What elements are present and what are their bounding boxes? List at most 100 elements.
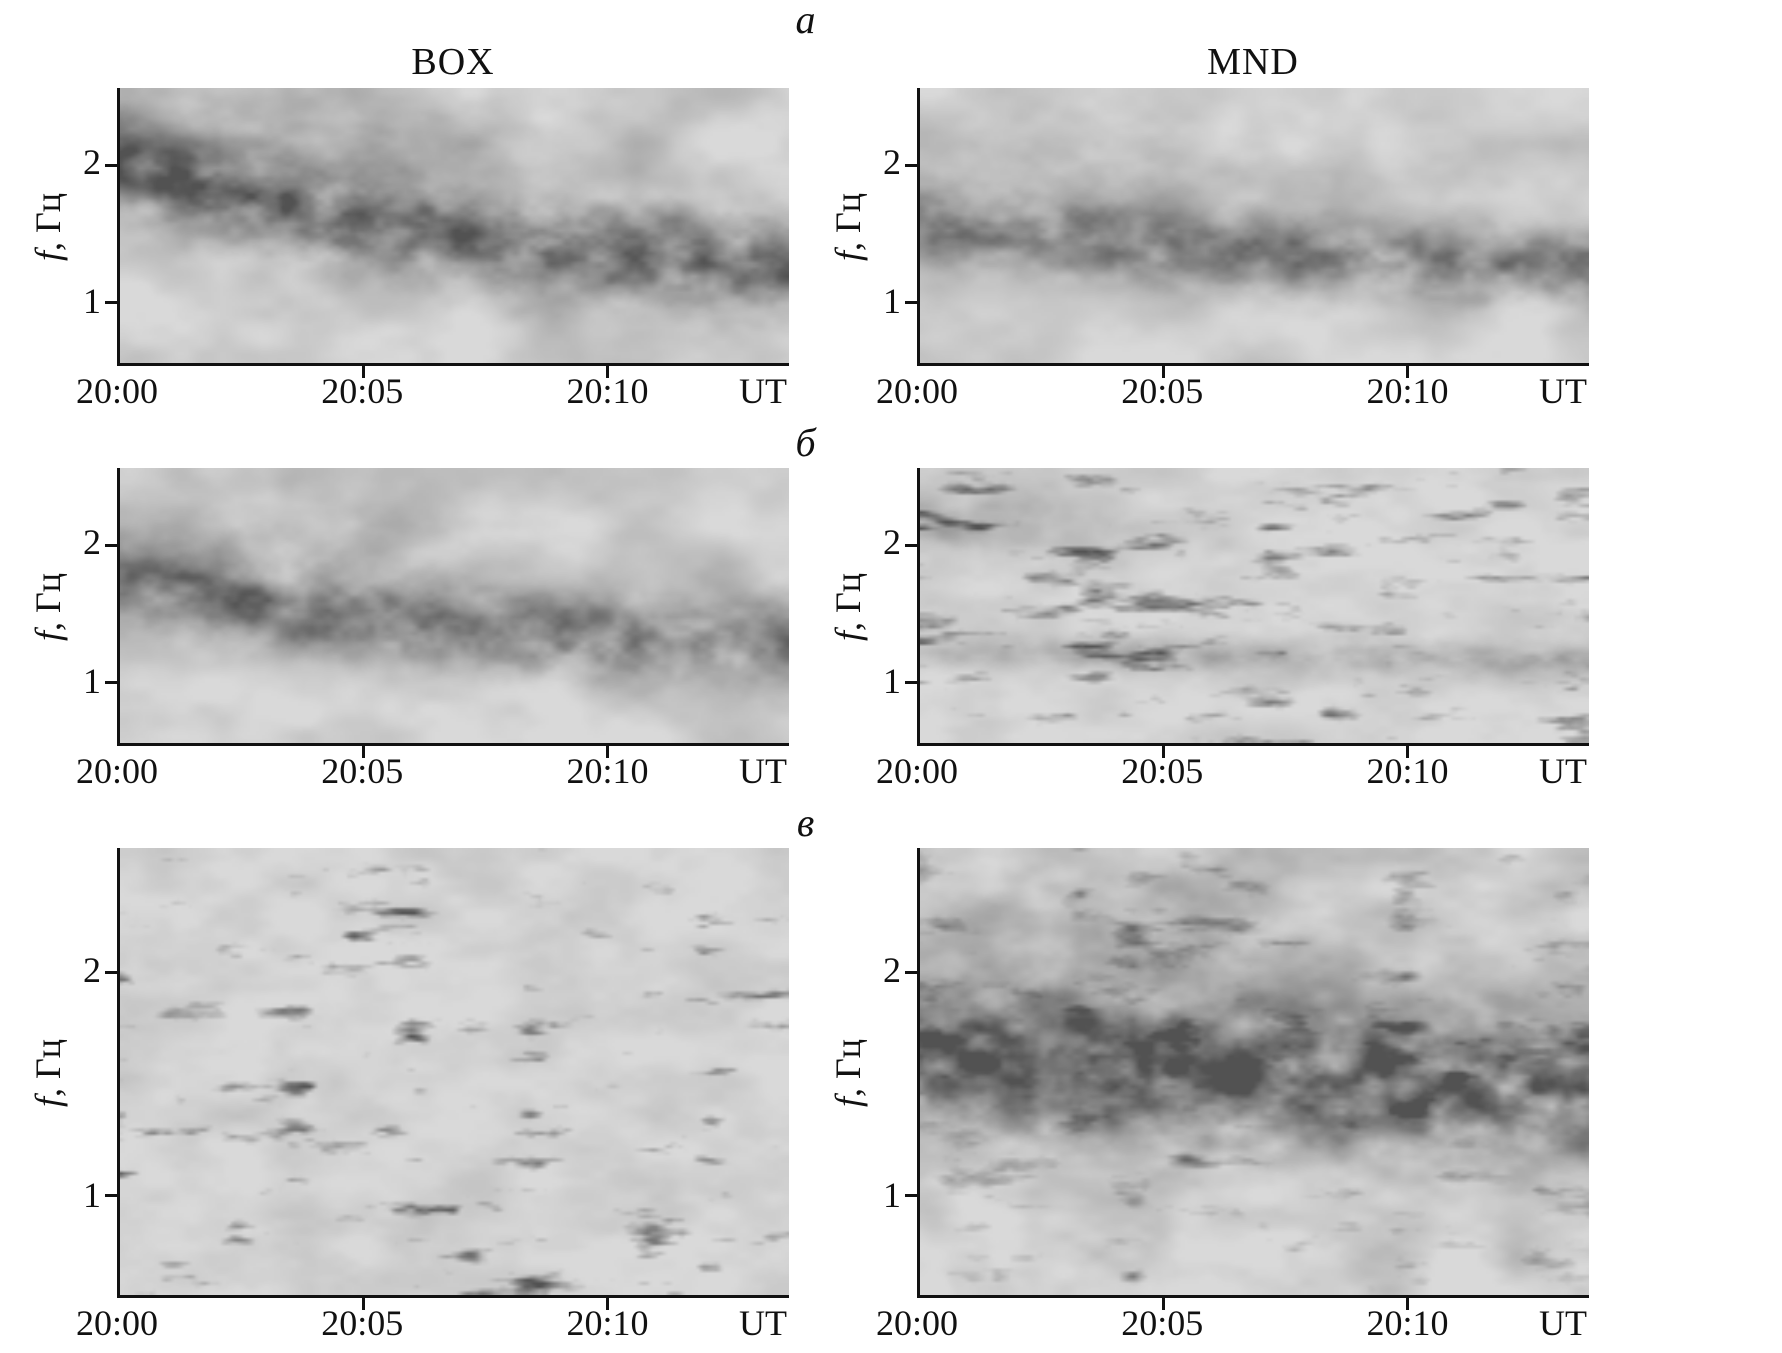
x-tick-mark — [1162, 746, 1166, 758]
x-tick-label: 20:10 — [1366, 751, 1449, 791]
spectrogram-v-box — [105, 848, 789, 1310]
y-axis-a-mnd: f, Гц 2 1 — [822, 88, 917, 366]
row-label-a: а — [795, 0, 816, 42]
x-tick-label: 20:10 — [566, 751, 649, 791]
y-axis-title-f: f — [28, 251, 68, 262]
y-axis-title: f, Гц — [827, 1039, 869, 1107]
x-axis-unit-label: UT — [1539, 751, 1587, 791]
spectrogram-canvas-b-mnd — [920, 468, 1589, 743]
y-axis-v-mnd: f, Гц 2 1 — [822, 848, 917, 1298]
y-axis-title-unit: , Гц — [828, 1038, 868, 1098]
y-axis-title: f, Гц — [27, 1039, 69, 1107]
y-tick-label-1: 1 — [83, 1174, 101, 1215]
y-axis-b-mnd: f, Гц 2 1 — [822, 468, 917, 746]
y-tick-mark — [905, 970, 917, 974]
row-label-b: б — [795, 420, 816, 465]
x-tick-mark — [1162, 366, 1166, 378]
spectrogram-a-box — [105, 88, 789, 378]
y-tick-mark — [105, 681, 117, 685]
x-axis-v-box: 20:00 20:05 20:10 UT — [76, 1298, 789, 1353]
spectrogram-b-box — [105, 468, 789, 758]
x-axis-unit-label: UT — [739, 751, 787, 791]
x-tick-mark — [1406, 746, 1410, 758]
y-axis-title-f: f — [28, 631, 68, 642]
y-tick-mark — [905, 163, 917, 167]
x-tick-mark — [1406, 366, 1410, 378]
x-tick-mark — [1406, 1298, 1410, 1310]
column-title-box: BOX — [411, 41, 495, 83]
spectrogram-canvas-a-box — [120, 88, 789, 363]
x-axis-b-box: 20:00 20:05 20:10 UT — [76, 746, 789, 798]
y-tick-mark — [105, 970, 117, 974]
y-axis-title-unit: , Гц — [828, 572, 868, 632]
x-tick-label: 20:05 — [1121, 371, 1204, 411]
y-tick-mark — [105, 163, 117, 167]
x-tick-label: 20:05 — [321, 371, 404, 411]
y-axis-a-box: f, Гц 2 1 — [22, 88, 117, 366]
y-tick-mark — [105, 301, 117, 305]
spectrogram-v-mnd — [905, 848, 1589, 1310]
x-tick-label: 20:10 — [1366, 1303, 1449, 1343]
spectrogram-canvas-v-box — [120, 848, 789, 1295]
x-tick-label: 20:00 — [875, 371, 959, 411]
spectrogram-a-mnd — [905, 88, 1589, 378]
row-label-v: в — [796, 800, 815, 845]
spectrogram-canvas-b-box — [120, 468, 789, 743]
column-title-mnd: MND — [1207, 41, 1299, 83]
x-tick-mark — [606, 366, 610, 378]
spectrogram-canvas-v-mnd — [920, 848, 1589, 1295]
y-tick-label-1: 1 — [83, 661, 101, 702]
y-tick-mark — [905, 543, 917, 547]
y-tick-label-2: 2 — [83, 142, 101, 183]
x-tick-label: 20:10 — [1366, 371, 1449, 411]
y-axis-title-f: f — [828, 251, 868, 262]
y-tick-mark — [905, 681, 917, 685]
x-tick-label: 20:10 — [566, 371, 649, 411]
y-tick-label-1: 1 — [883, 661, 901, 702]
figure-grid: а BOX MND f, Гц 2 1 20:00 20:05 20:10 UT… — [22, 0, 1684, 1353]
y-tick-label-2: 2 — [883, 522, 901, 563]
x-axis-a-mnd: 20:00 20:05 20:10 UT — [876, 366, 1589, 418]
y-tick-mark — [905, 1194, 917, 1198]
x-axis-unit-label: UT — [739, 1303, 787, 1343]
x-tick-label: 20:05 — [321, 1303, 404, 1343]
x-tick-label: 20:00 — [875, 751, 959, 791]
y-tick-mark — [105, 543, 117, 547]
y-axis-b-box: f, Гц 2 1 — [22, 468, 117, 746]
x-axis-unit-label: UT — [1539, 371, 1587, 411]
y-tick-label-2: 2 — [883, 949, 901, 990]
x-axis-b-mnd: 20:00 20:05 20:10 UT — [876, 746, 1589, 798]
y-tick-label-1: 1 — [883, 281, 901, 322]
y-tick-label-1: 1 — [83, 281, 101, 322]
x-tick-label: 20:05 — [1121, 751, 1204, 791]
x-tick-label: 20:05 — [1121, 1303, 1204, 1343]
x-tick-mark — [362, 746, 366, 758]
y-axis-title: f, Гц — [827, 193, 869, 261]
y-axis-title-unit: , Гц — [28, 572, 68, 632]
y-axis-title: f, Гц — [27, 573, 69, 641]
y-axis-title: f, Гц — [27, 193, 69, 261]
x-axis-unit-label: UT — [1539, 1303, 1587, 1343]
spectrogram-canvas-a-mnd — [920, 88, 1589, 363]
y-tick-label-2: 2 — [83, 522, 101, 563]
y-axis-title: f, Гц — [827, 573, 869, 641]
y-axis-title-f: f — [28, 1097, 68, 1108]
x-tick-label: 20:00 — [75, 751, 159, 791]
x-tick-mark — [362, 1298, 366, 1310]
y-axis-v-box: f, Гц 2 1 — [22, 848, 117, 1298]
x-tick-mark — [362, 366, 366, 378]
y-axis-title-unit: , Гц — [28, 1038, 68, 1098]
x-tick-label: 20:00 — [75, 1303, 159, 1343]
y-axis-title-unit: , Гц — [828, 192, 868, 252]
x-tick-mark — [606, 1298, 610, 1310]
x-tick-mark — [606, 746, 610, 758]
spectrogram-b-mnd — [905, 468, 1589, 758]
x-axis-unit-label: UT — [739, 371, 787, 411]
x-tick-label: 20:00 — [875, 1303, 959, 1343]
y-tick-label-1: 1 — [883, 1174, 901, 1215]
y-tick-mark — [905, 301, 917, 305]
x-tick-label: 20:05 — [321, 751, 404, 791]
x-axis-a-box: 20:00 20:05 20:10 UT — [76, 366, 789, 418]
y-tick-mark — [105, 1194, 117, 1198]
